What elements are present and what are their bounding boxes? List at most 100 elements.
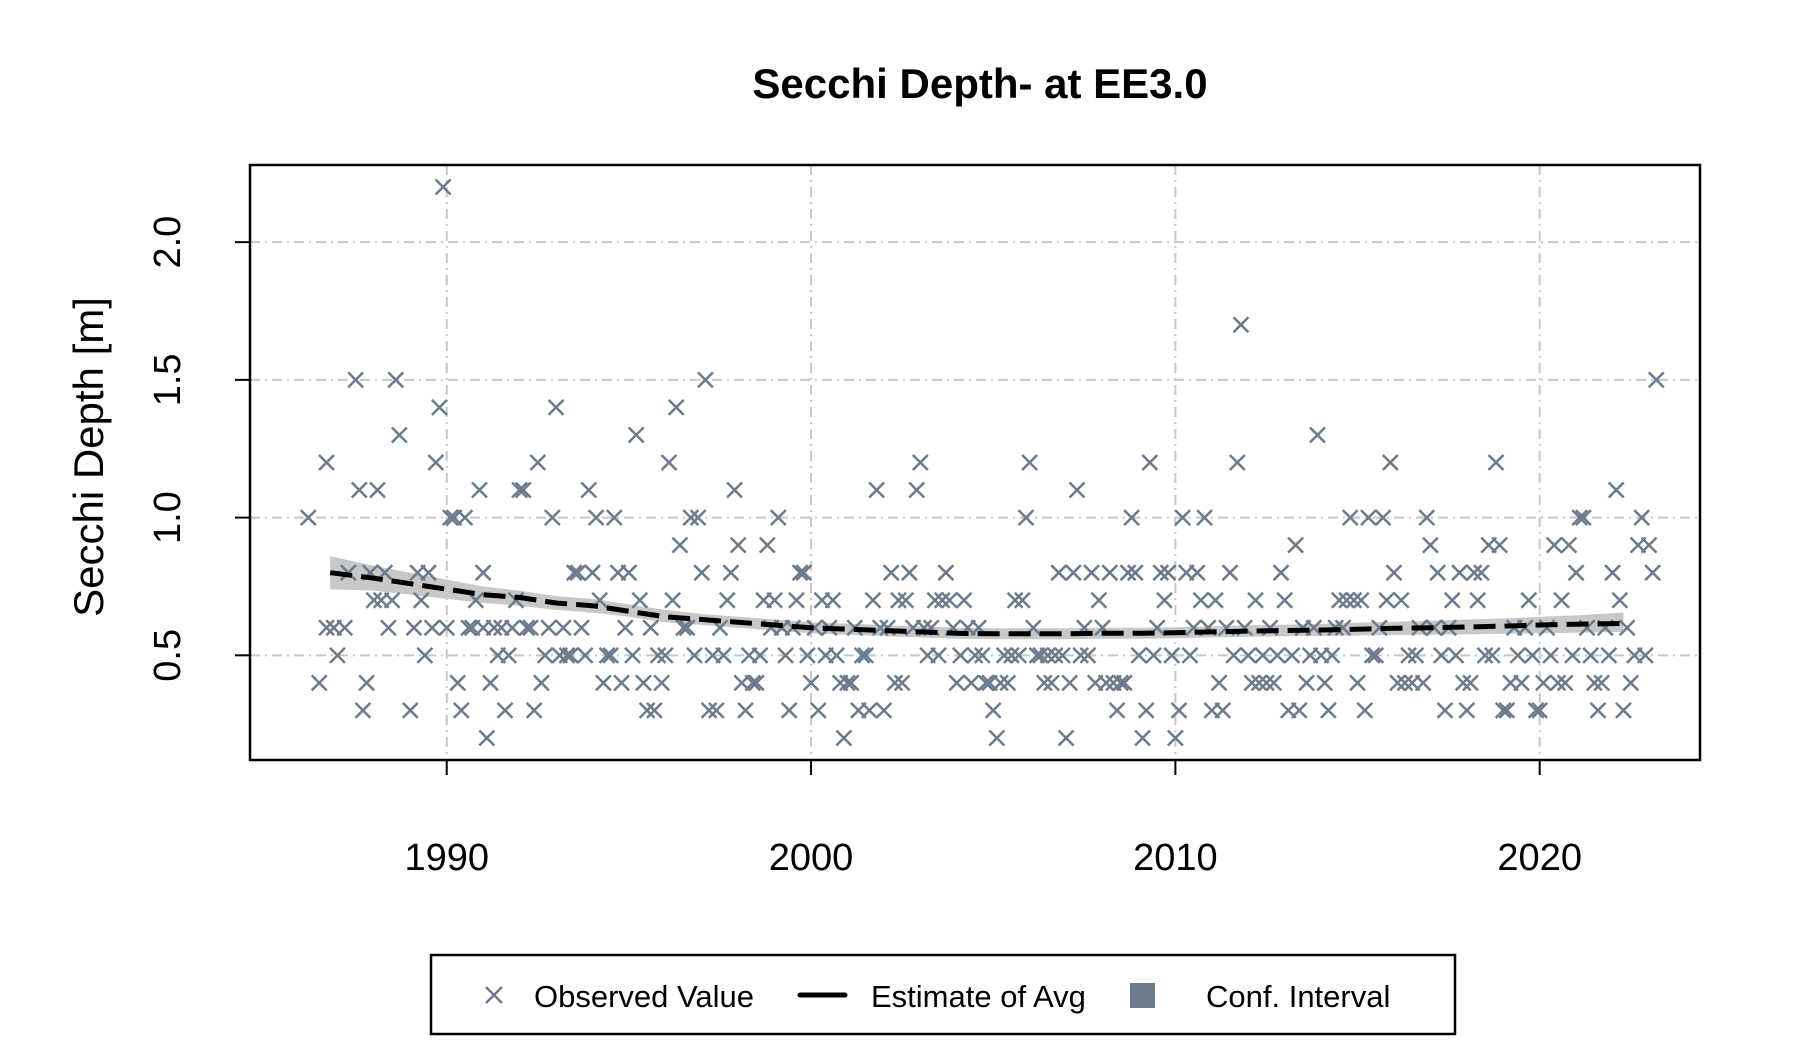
observed-point xyxy=(675,619,692,637)
observed-point xyxy=(1593,674,1611,692)
observed-point xyxy=(529,454,547,471)
observed-point xyxy=(766,591,784,609)
y-tick-label: 2.0 xyxy=(147,216,189,269)
observed-point xyxy=(1188,564,1206,582)
y-tick-label: 0.5 xyxy=(147,629,189,682)
observed-point xyxy=(977,674,995,692)
observed-point xyxy=(452,702,470,719)
observed-point xyxy=(620,564,638,582)
confidence-band xyxy=(330,556,1624,640)
observed-point xyxy=(1269,646,1286,664)
observed-point xyxy=(780,702,798,719)
x-tick-label: 1990 xyxy=(404,837,489,879)
observed-point xyxy=(1436,702,1454,719)
observed-point xyxy=(1349,674,1366,692)
observed-point xyxy=(1112,674,1130,692)
observed-point xyxy=(1174,509,1192,526)
observed-point xyxy=(1068,481,1086,499)
observed-point xyxy=(565,564,583,582)
observed-point xyxy=(882,564,900,582)
grid xyxy=(250,165,1700,760)
observed-point xyxy=(580,481,598,499)
observed-point xyxy=(824,591,842,609)
observed-point xyxy=(995,646,1013,664)
observed-point xyxy=(1258,674,1275,692)
observed-point xyxy=(1207,591,1224,609)
observed-point xyxy=(1432,646,1450,664)
observed-point xyxy=(554,619,572,637)
observed-point xyxy=(1422,536,1439,554)
x-tick-label: 2020 xyxy=(1497,837,1582,879)
observed-point xyxy=(758,536,776,554)
observed-point xyxy=(1513,674,1530,692)
observed-point xyxy=(1115,674,1133,692)
observed-point xyxy=(1483,646,1501,664)
observed-point xyxy=(635,674,652,692)
observed-point xyxy=(1604,564,1621,582)
observed-point xyxy=(624,646,641,664)
y-tick-label: 1.5 xyxy=(147,353,189,406)
legend-item-estimate: Estimate of Avg xyxy=(797,979,1086,1014)
observed-point xyxy=(893,674,911,692)
observed-point xyxy=(1021,454,1039,471)
observed-point xyxy=(1181,646,1199,664)
observed-point xyxy=(544,509,561,526)
observed-point xyxy=(1636,646,1654,664)
observed-point xyxy=(416,646,434,664)
observed-point xyxy=(948,674,966,692)
observed-point xyxy=(908,481,926,499)
chart-title: Secchi Depth- at EE3.0 xyxy=(752,60,1207,107)
observed-point xyxy=(496,702,514,719)
observed-point xyxy=(926,591,944,609)
observed-point xyxy=(1469,591,1487,609)
observed-point xyxy=(401,702,419,719)
observed-point xyxy=(1644,564,1662,582)
observed-point xyxy=(1013,591,1031,609)
observed-point xyxy=(1542,646,1560,664)
observed-point xyxy=(886,674,904,692)
observed-point xyxy=(1156,591,1173,609)
observed-point xyxy=(547,399,565,416)
observed-point xyxy=(1054,646,1071,664)
observed-point xyxy=(726,481,743,499)
observed-point xyxy=(423,619,441,637)
observed-point xyxy=(1057,729,1075,747)
legend-label-estimate: Estimate of Avg xyxy=(871,979,1086,1014)
observed-point xyxy=(1352,591,1370,609)
x-tick-label: 2000 xyxy=(769,837,854,879)
observed-point xyxy=(1425,619,1443,637)
observed-point xyxy=(329,646,346,664)
observed-point xyxy=(500,646,518,664)
observed-point xyxy=(1298,674,1315,692)
observed-point xyxy=(649,646,667,664)
observed-point xyxy=(1072,646,1090,664)
observed-point xyxy=(835,729,853,747)
observed-point xyxy=(689,509,707,526)
observed-point xyxy=(336,619,354,637)
observed-point xyxy=(482,674,499,692)
observed-point xyxy=(1006,591,1024,609)
observed-point xyxy=(1560,536,1578,554)
observed-point xyxy=(383,591,401,609)
observed-point xyxy=(595,674,612,692)
observed-point xyxy=(1032,646,1049,664)
observed-point xyxy=(390,426,408,444)
observed-point xyxy=(777,646,794,664)
observed-point xyxy=(1163,646,1181,664)
observed-point xyxy=(860,702,878,719)
observed-point xyxy=(1196,509,1213,526)
observed-point xyxy=(722,564,740,582)
observed-point xyxy=(660,454,678,471)
observed-point xyxy=(1611,591,1629,609)
observed-point xyxy=(697,371,714,389)
observed-point xyxy=(1585,674,1603,692)
legend-item-ci: Conf. Interval xyxy=(1130,979,1390,1014)
observed-point xyxy=(1101,564,1119,582)
observed-point xyxy=(1378,591,1396,609)
observed-point xyxy=(1367,646,1385,664)
observed-point xyxy=(310,674,328,692)
observed-point xyxy=(1491,536,1509,554)
observed-point xyxy=(1400,646,1417,664)
observed-point xyxy=(1309,426,1326,444)
observed-point xyxy=(1123,509,1141,526)
